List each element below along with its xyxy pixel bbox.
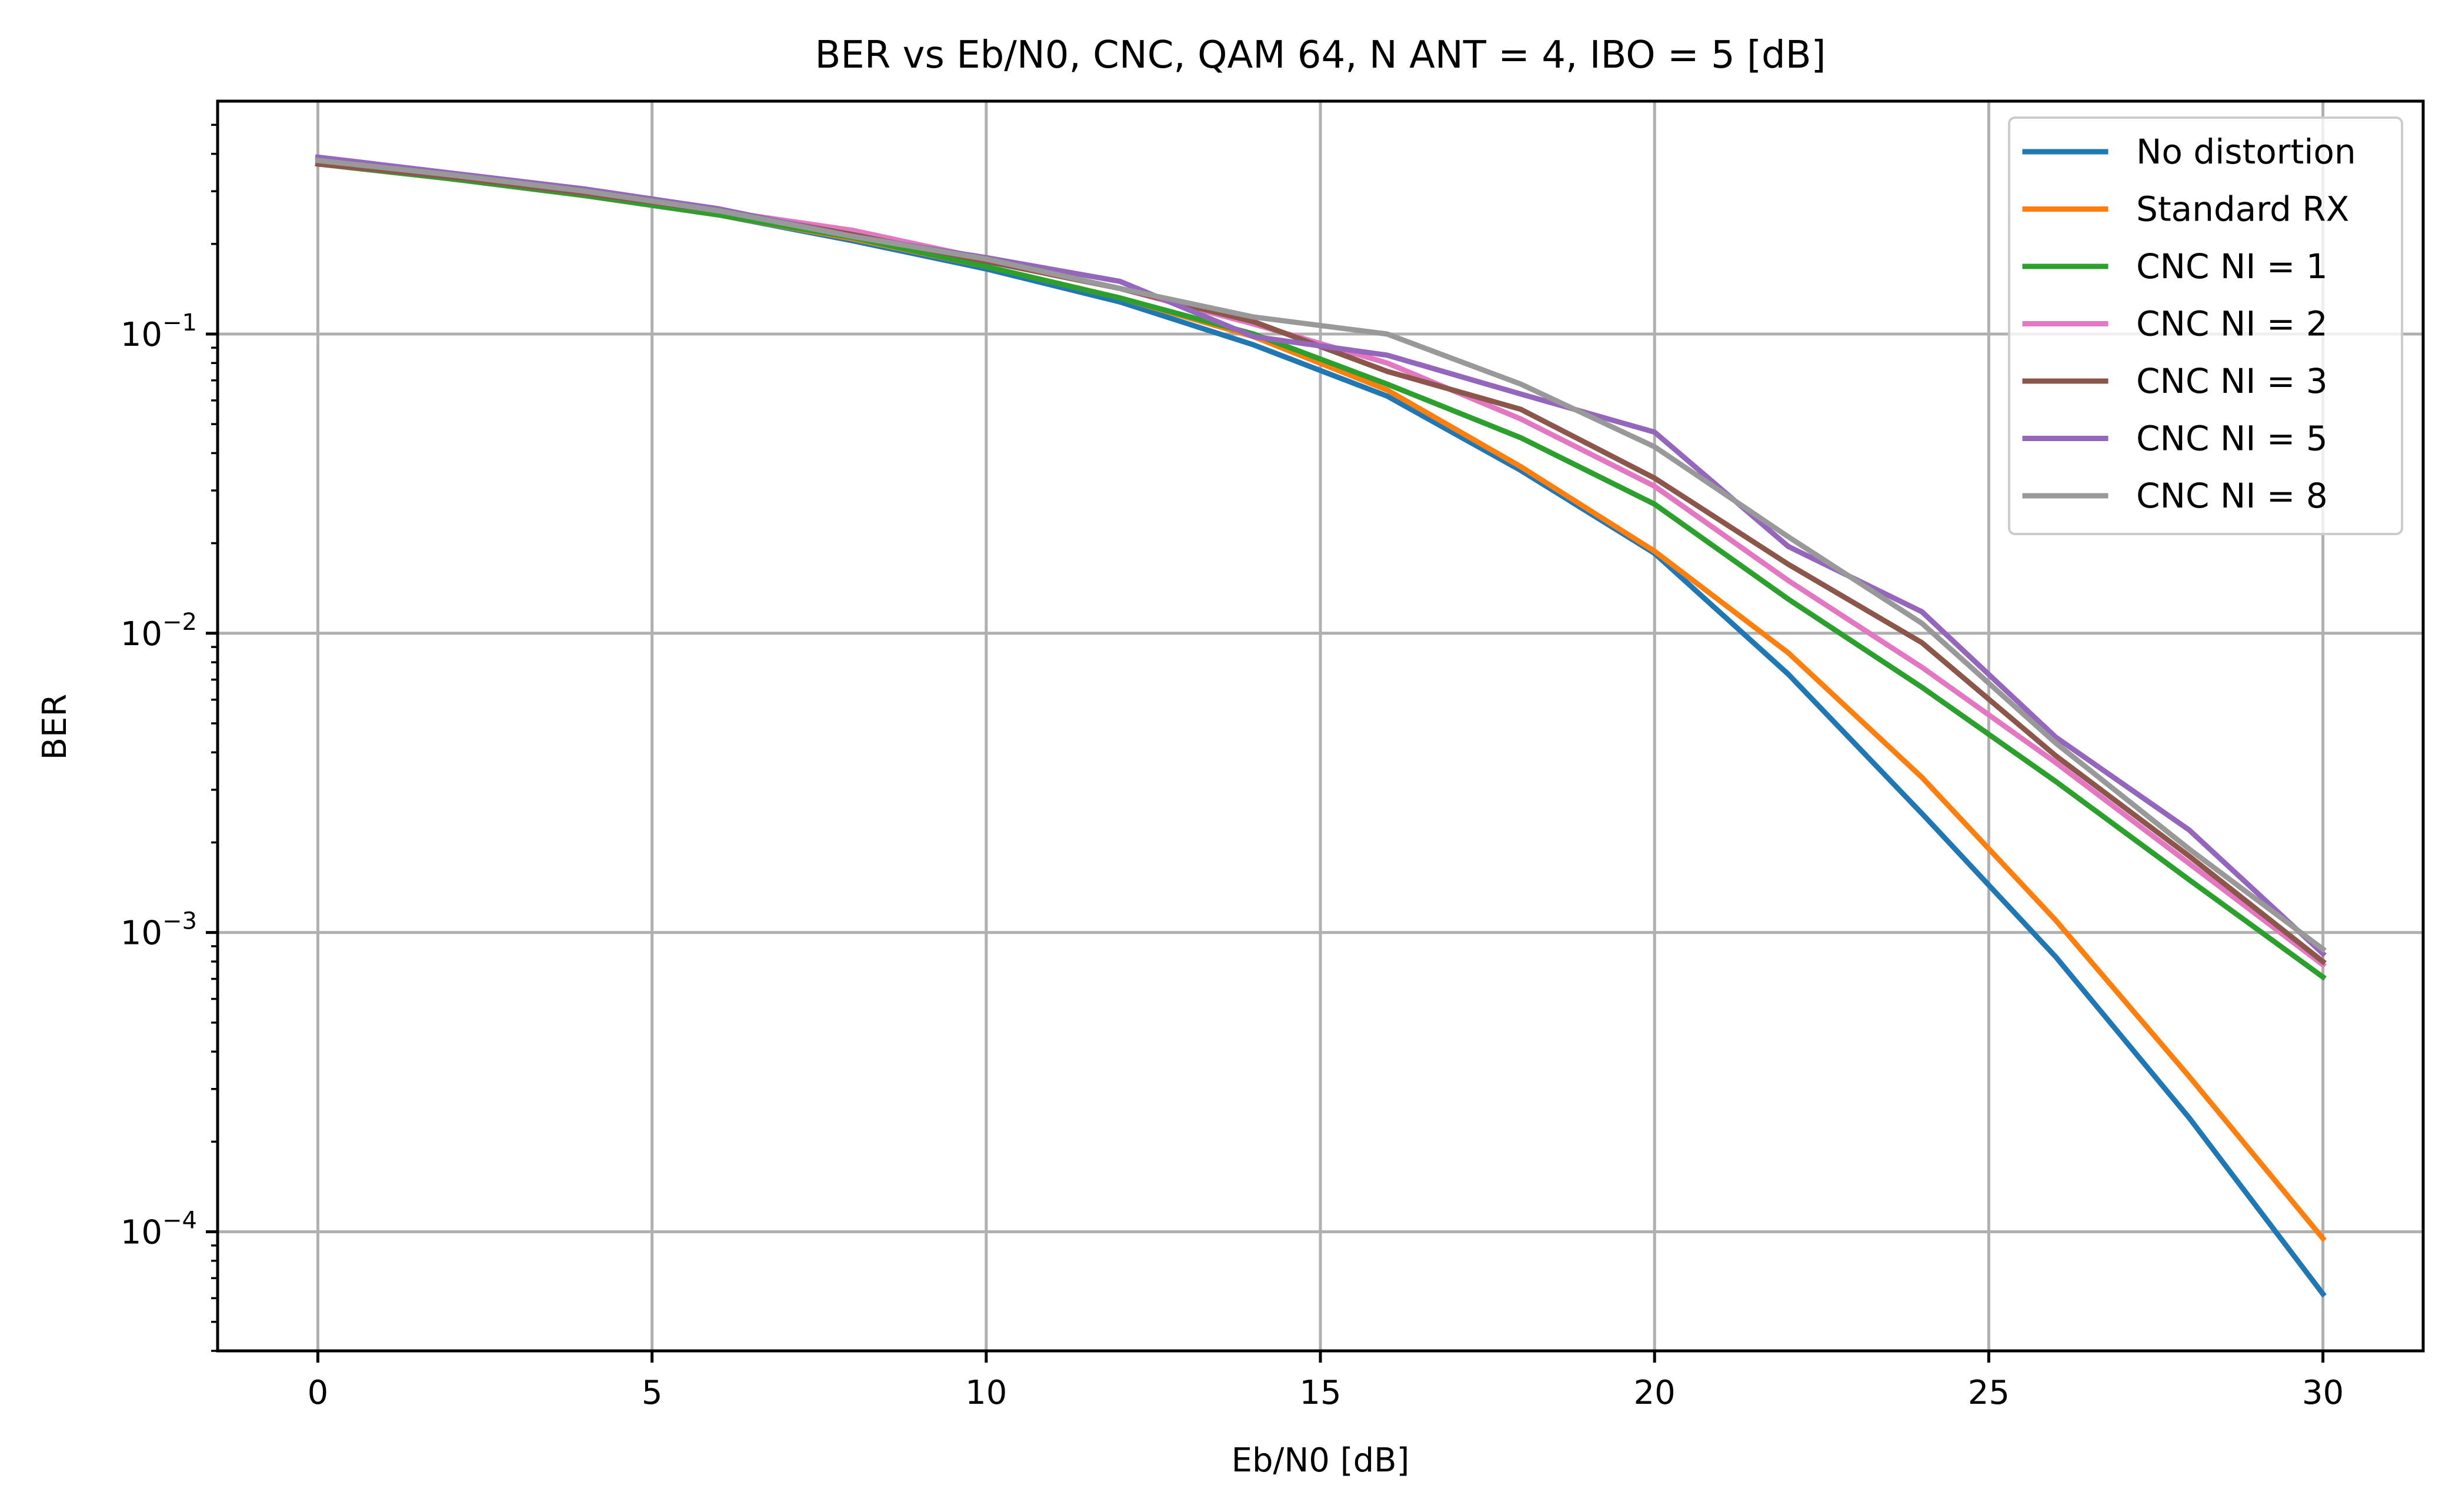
series-lines <box>315 154 2327 1298</box>
legend-label: Standard RX <box>2136 189 2349 229</box>
y-tick-label: 10−4 <box>121 1207 197 1252</box>
y-axis-label: BER <box>36 694 74 760</box>
x-axis-label: Eb/N0 [dB] <box>1232 1441 1410 1480</box>
legend-label: CNC NI = 2 <box>2136 304 2328 344</box>
x-axis-ticks: 0 5 10 15 20 25 30 <box>308 1351 2344 1412</box>
x-tick-label: 10 <box>965 1374 1007 1412</box>
legend: No distortion Standard RX CNC NI = 1 CNC NI… <box>2008 116 2403 535</box>
series-line-cnc-ni-1 <box>315 161 2327 981</box>
series-line-cnc-ni-8 <box>315 157 2327 953</box>
y-tick-label: 10−3 <box>121 908 197 953</box>
x-tick-label: 5 <box>642 1374 663 1412</box>
minor-ticks <box>211 124 218 1352</box>
legend-label: No distortion <box>2136 132 2356 172</box>
x-tick-label: 20 <box>1634 1374 1676 1412</box>
y-tick-label: 10−2 <box>121 609 197 653</box>
x-tick-label: 15 <box>1299 1374 1341 1412</box>
y-tick-label: 10−1 <box>121 309 197 354</box>
legend-label: CNC NI = 5 <box>2136 419 2328 459</box>
legend-label: CNC NI = 8 <box>2136 476 2328 516</box>
legend-box <box>2008 116 2403 535</box>
y-axis-ticks: 10−4 10−3 10−2 10−1 <box>121 309 218 1252</box>
x-tick-label: 0 <box>308 1374 329 1412</box>
x-tick-label: 25 <box>1968 1374 2010 1412</box>
x-tick-label: 30 <box>2302 1374 2344 1412</box>
legend-label: CNC NI = 1 <box>2136 246 2328 286</box>
chart-title: BER vs Eb/N0, CNC, QAM 64, N ANT = 4, IB… <box>815 34 1826 77</box>
legend-label: CNC NI = 3 <box>2136 361 2328 401</box>
